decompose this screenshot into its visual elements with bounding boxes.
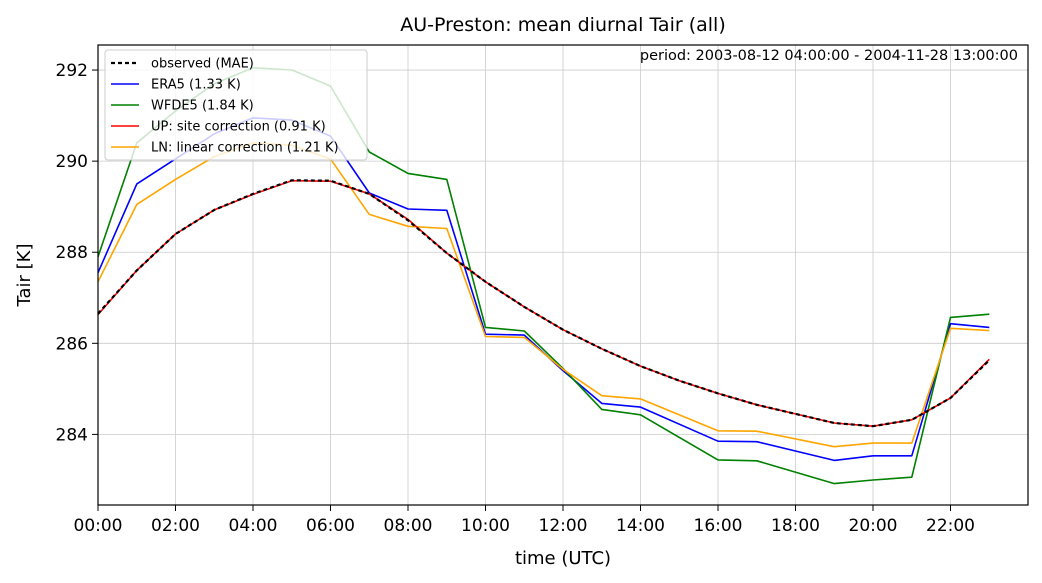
legend-label-3: UP: site correction (0.91 K) [151,120,326,135]
x-tick-label: 10:00 [461,516,510,536]
y-tick-label: 286 [56,334,88,354]
x-tick-label: 20:00 [849,516,898,536]
legend: observed (MAE) ERA5 (1.33 K) WFDE5 (1.84 K… [104,49,368,161]
y-tick-label: 290 [56,152,88,172]
legend-label-4: LN: linear correction (1.21 K) [151,141,339,156]
y-tick-label: 288 [56,243,88,263]
legend-box [104,49,368,161]
x-axis-label: time (UTC) [515,548,611,569]
x-tick-label: 06:00 [306,516,355,536]
x-tick-label: 00:00 [74,516,123,536]
axis-ticks: 00:00 02:00 04:00 06:00 08:00 10:00 12:00 14:00… [56,61,975,536]
x-tick-label: 08:00 [384,516,433,536]
x-tick-label: 12:00 [539,516,588,536]
period-annotation: period: 2003-08-12 04:00:00 - 2004-11-28… [640,48,1018,64]
legend-label-1: ERA5 (1.33 K) [151,78,241,93]
x-tick-label: 02:00 [151,516,200,536]
x-tick-label: 22:00 [926,516,975,536]
legend-label-2: WFDE5 (1.84 K) [151,99,254,114]
y-axis-label: Tair [K] [14,243,35,307]
y-tick-label: 284 [56,425,88,445]
x-tick-label: 04:00 [229,516,278,536]
x-tick-label: 16:00 [694,516,743,536]
legend-label-0: observed (MAE) [151,57,254,72]
series-line-0 [97,179,991,428]
x-tick-label: 14:00 [616,516,665,536]
y-tick-label: 292 [56,61,88,81]
chart-title: AU-Preston: mean diurnal Tair (all) [400,14,725,36]
x-tick-label: 18:00 [771,516,820,536]
